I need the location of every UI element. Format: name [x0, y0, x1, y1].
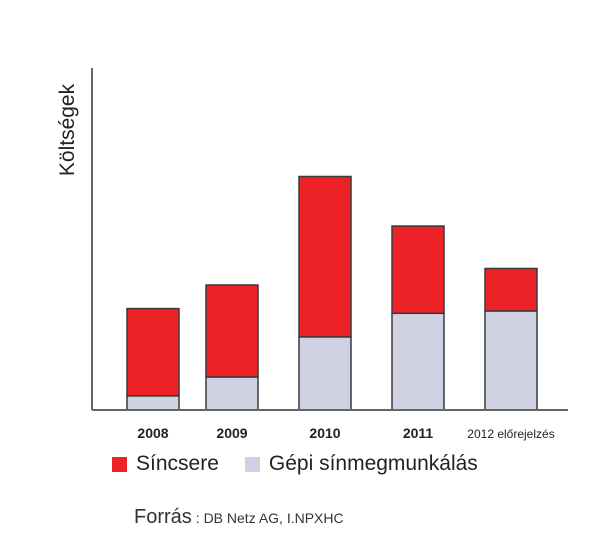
bar-gepi-sinmegmunkalas-2009 — [205, 376, 259, 411]
x-tick-label-2011: 2011 — [403, 425, 434, 441]
bar-sincsere-2009 — [205, 284, 259, 378]
bar-gepi-sinmegmunkalas-2008 — [126, 395, 180, 411]
source-note: Forrás: DB Netz AG, I.NPXHC — [134, 506, 344, 529]
x-tick-label-2009: 2009 — [216, 425, 247, 441]
bar-sincsere-2012-elorejelzes — [484, 267, 538, 312]
bar-gepi-sinmegmunkalas-2011 — [391, 312, 445, 411]
x-tick-label-2010: 2010 — [309, 425, 340, 441]
source-label: Forrás — [134, 506, 192, 528]
x-tick-labels: 2008 2009 2010 2011 2012 előrejelzés — [137, 425, 554, 441]
legend-label-gepi: Gépi sínmegmunkálás — [268, 452, 478, 475]
legend-item-gepi: Gépi sínmegmunkálás — [244, 452, 478, 476]
legend-item-sincsere: Síncsere — [112, 452, 219, 476]
bars-group — [126, 175, 538, 411]
y-axis-label: Költségek — [56, 83, 79, 176]
bar-gepi-sinmegmunkalas-2012-elorejelzes — [484, 310, 538, 411]
bar-gepi-sinmegmunkalas-2010 — [298, 336, 352, 411]
bar-sincsere-2010 — [298, 175, 352, 338]
source-text: : DB Netz AG, I.NPXHC — [195, 510, 344, 526]
chart: Költségek 2008 2009 2010 2011 2012 előrejelz… — [56, 68, 568, 441]
legend-swatch-gepi — [244, 456, 260, 472]
legend-label-sincsere: Síncsere — [136, 452, 219, 475]
bar-sincsere-2011 — [391, 225, 445, 315]
x-tick-label-2012-elorejelzes: 2012 előrejelzés — [467, 427, 554, 441]
legend: Síncsere Gépi sínmegmunkálás — [112, 452, 504, 476]
legend-swatch-sincsere — [112, 456, 127, 472]
bar-sincsere-2008 — [126, 307, 180, 397]
x-tick-label-2008: 2008 — [137, 425, 168, 441]
